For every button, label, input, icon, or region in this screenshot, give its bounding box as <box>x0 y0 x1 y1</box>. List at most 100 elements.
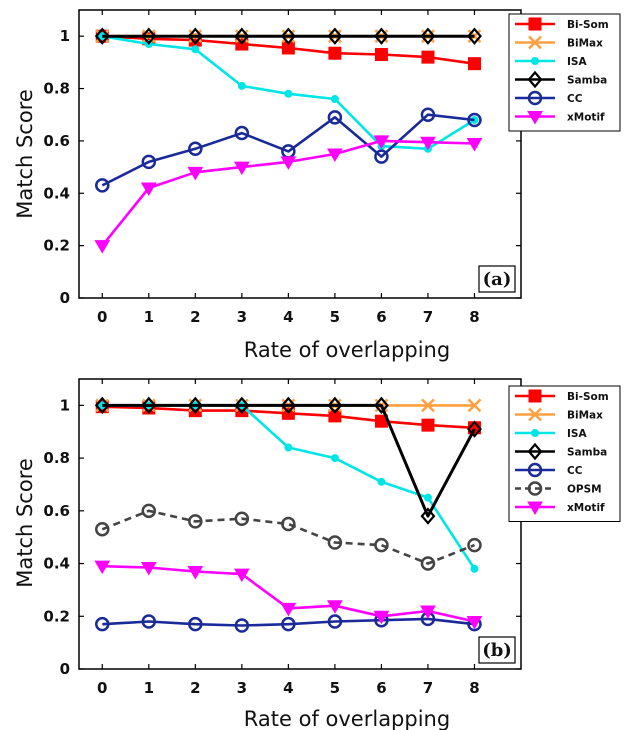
data-point <box>327 396 343 415</box>
data-point <box>374 537 389 553</box>
data-point <box>95 178 110 193</box>
data-point <box>470 564 479 573</box>
data-point <box>281 616 296 632</box>
data-point <box>377 477 386 486</box>
y-tick-label: 1 <box>60 396 70 414</box>
legend-entry-label: CC <box>567 465 583 477</box>
data-point <box>187 565 204 580</box>
y-tick-label: 0 <box>60 289 70 307</box>
data-point <box>423 493 432 502</box>
y-tick-label: 0.4 <box>43 184 70 202</box>
data-point <box>467 112 482 128</box>
data-point <box>330 95 339 104</box>
data-point <box>327 148 343 162</box>
data-point <box>374 149 389 164</box>
series-cc <box>95 611 482 633</box>
legend-swatch-marker <box>527 90 543 106</box>
series-xmotif <box>94 135 483 254</box>
data-point <box>284 89 293 98</box>
x-tick-label: 1 <box>144 308 154 326</box>
data-point <box>420 605 436 619</box>
legend-swatch-marker <box>528 17 542 31</box>
data-point <box>188 141 203 157</box>
legend: Bi-Som BiMax ISA Samba CC xMotif <box>508 13 621 132</box>
data-point <box>187 166 204 181</box>
legend-entry-label: Samba <box>567 447 607 459</box>
series-line <box>102 617 475 627</box>
x-tick-label: 0 <box>97 679 107 697</box>
data-point <box>187 396 203 415</box>
data-point <box>188 616 203 632</box>
legend-entry-label: xMotif <box>567 112 605 124</box>
data-point <box>467 398 482 413</box>
data-point <box>328 46 342 60</box>
series-samba <box>94 27 482 45</box>
legend-entry-label: CC <box>567 93 583 105</box>
data-point <box>94 240 111 254</box>
y-tick-label: 0 <box>60 660 70 678</box>
data-point <box>95 616 110 632</box>
y-tick-label: 1 <box>60 27 70 45</box>
data-point <box>281 516 296 532</box>
legend-swatch-marker <box>527 481 543 496</box>
x-tick-label: 5 <box>330 679 340 697</box>
data-point <box>140 182 157 197</box>
data-point <box>373 610 390 625</box>
data-point <box>373 135 390 149</box>
y-axis-label: Match Score <box>13 458 37 588</box>
data-point <box>327 600 343 614</box>
x-tick-label: 4 <box>283 679 293 697</box>
data-point <box>188 514 203 529</box>
legend-swatch-marker <box>531 429 539 437</box>
panel-label-text: (a) <box>483 269 512 290</box>
data-point <box>327 110 343 125</box>
data-point <box>280 27 296 45</box>
x-axis-label: Rate of overlapping <box>244 338 450 362</box>
legend-entry-label: Samba <box>567 75 607 87</box>
data-point <box>330 454 339 463</box>
panel-label-text: (b) <box>482 640 512 661</box>
chart-panel-1: 0 0.2 0.4 0.6 0.8 1 0 1 2 3 4 5 6 7 8 Rate of overlappi… <box>13 9 621 362</box>
y-tick-label: 0.8 <box>43 449 70 467</box>
data-point <box>328 409 342 423</box>
legend-swatch-marker <box>528 389 542 403</box>
data-point <box>141 503 157 519</box>
data-point <box>141 27 157 45</box>
x-tick-label: 2 <box>190 308 200 326</box>
legend-entry-label: ISA <box>567 56 587 68</box>
data-point <box>280 602 297 617</box>
y-tick-label: 0.2 <box>43 607 70 625</box>
data-point <box>466 138 483 152</box>
series-xmotif <box>94 560 483 630</box>
legend-entry-label: xMotif <box>567 502 605 514</box>
x-tick-label: 8 <box>469 308 479 326</box>
data-point <box>373 27 389 45</box>
legend-swatch-marker <box>528 35 542 50</box>
chart-panel-2: 0 0.2 0.4 0.6 0.8 1 0 1 2 3 4 5 6 7 8 Rate of overlappi… <box>13 378 621 730</box>
data-point <box>467 27 482 45</box>
panel-label: (a) <box>478 265 516 293</box>
data-point <box>233 568 250 583</box>
data-point <box>234 125 250 141</box>
x-tick-label: 4 <box>283 308 293 326</box>
legend-swatch-marker <box>527 501 543 515</box>
y-tick-label: 0.8 <box>43 80 70 98</box>
x-axis-label: Rate of overlapping <box>244 707 450 730</box>
series-line <box>102 403 476 518</box>
data-point <box>420 507 436 525</box>
data-point <box>234 396 250 415</box>
x-tick-label: 7 <box>423 308 433 326</box>
legend-swatch-marker <box>527 462 543 478</box>
data-point <box>327 27 343 45</box>
data-point <box>420 136 436 151</box>
data-point <box>94 560 111 575</box>
data-point <box>141 396 157 415</box>
data-point <box>420 107 436 122</box>
y-tick-label: 0.4 <box>43 555 70 573</box>
x-tick-label: 0 <box>97 308 107 326</box>
data-point <box>140 562 157 576</box>
data-point <box>95 522 110 537</box>
data-point <box>141 154 157 170</box>
series-line <box>101 509 475 565</box>
data-point <box>467 420 482 438</box>
